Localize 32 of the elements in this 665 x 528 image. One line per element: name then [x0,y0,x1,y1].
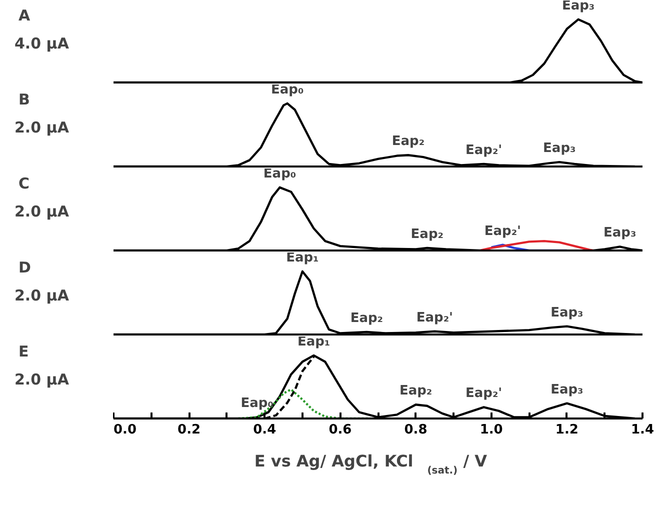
annotation: Eap₂ [392,134,425,150]
x-tick-label: 1.4 [630,422,654,438]
chart-title: E [18,342,29,360]
x-tick-label: 1.2 [555,422,578,438]
chart-title: B [18,90,30,108]
x-tick-label: 0.8 [404,422,428,438]
text: 4.0 μA [14,34,70,52]
annotation: Eap₂' [465,386,502,402]
text: 2.0 μA [14,202,70,220]
annotation: Eap₂' [484,224,522,239]
annotation: Eap₀ [240,396,274,412]
text: 2.0 μA [14,118,70,136]
chart-title: C [18,174,30,192]
x-tick-label: 0.2 [178,422,201,438]
annotation: Eap₂ [350,310,383,326]
chart-title: D [18,258,31,276]
x-tick-label: 0.4 [253,422,276,438]
annotation: Eap₂ [399,384,432,399]
annotation: Eap₃ [550,382,584,398]
x-tick-label: 1.0 [480,422,503,438]
annotation: Eap₂ [410,226,444,242]
text: 2.0 μA [14,286,70,304]
annotation: Eap₂' [416,310,454,326]
annotation: Eap₂' [465,142,502,158]
chart-title: A [18,6,30,24]
x-tick-label: 0.0 [114,422,137,438]
x-tick-label: 0.6 [328,422,352,438]
x-axis-title: E vs Ag/ AgCl, KCl(sat.) / V [254,452,488,476]
annotation: Eap₃ [543,141,576,156]
annotation: Eap₃ [550,305,584,320]
annotation: Eap₃ [604,226,636,241]
text: 2.0 μA [14,370,70,388]
